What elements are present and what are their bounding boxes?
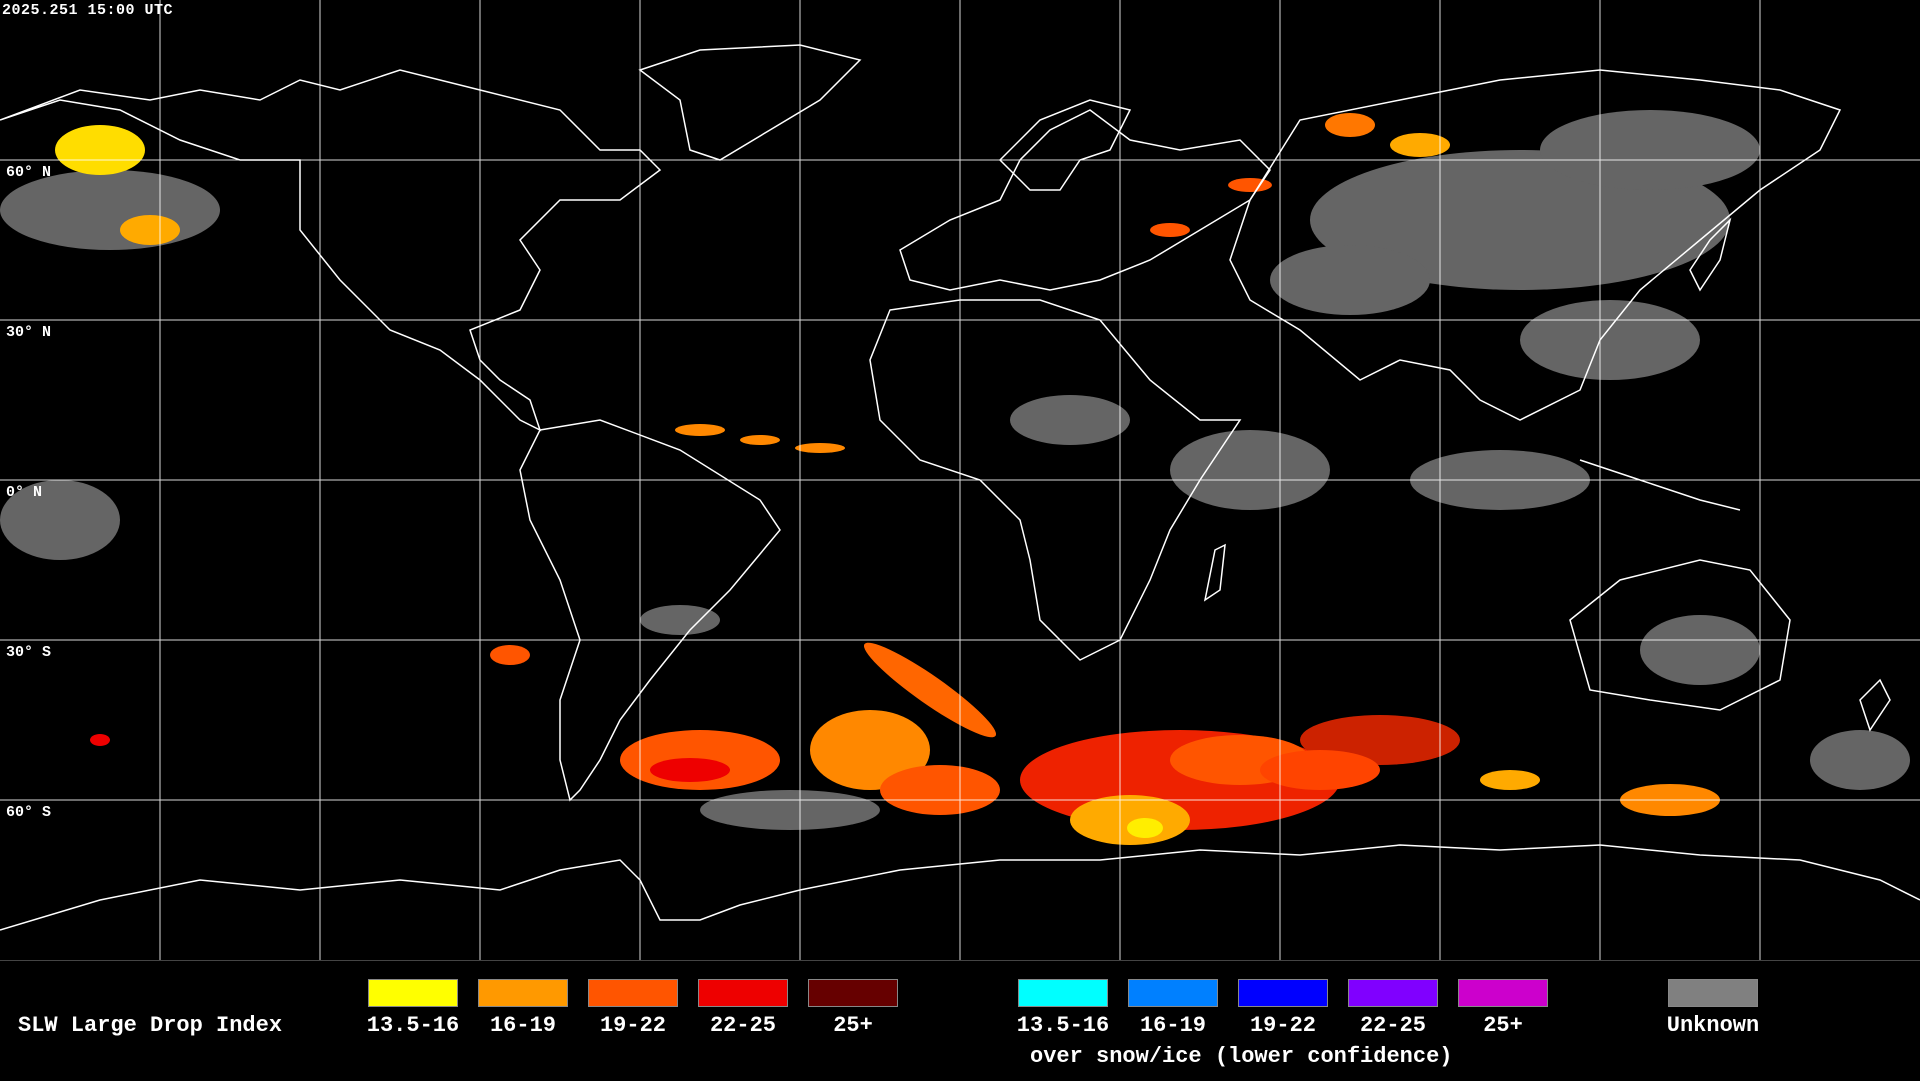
snow-ice-note: over snow/ice (lower confidence) bbox=[1030, 1044, 1453, 1069]
legend-label-main-1: 13.5-16 bbox=[366, 1013, 460, 1038]
legend-swatch-main-3 bbox=[588, 979, 678, 1007]
legend-label-snow-1: 13.5-16 bbox=[1016, 1013, 1110, 1038]
lat-label-0n: 0° N bbox=[6, 484, 43, 501]
legend-swatch-main-2 bbox=[478, 979, 568, 1007]
lat-label-60n: 60° N bbox=[6, 164, 52, 181]
legend-label-snow-4: 22-25 bbox=[1359, 1013, 1426, 1038]
legend-title: SLW Large Drop Index bbox=[18, 1013, 283, 1038]
lat-label-30s: 30° S bbox=[6, 644, 52, 661]
lat-label-60s: 60° S bbox=[6, 804, 52, 821]
legend-swatch-main-4 bbox=[698, 979, 788, 1007]
legend-swatch-snow-1 bbox=[1018, 979, 1108, 1007]
legend bbox=[0, 960, 1920, 1081]
lat-lon-grid bbox=[0, 0, 1920, 960]
legend-swatch-snow-5 bbox=[1458, 979, 1548, 1007]
legend-label-main-3: 19-22 bbox=[599, 1013, 666, 1038]
legend-label-main-5: 25+ bbox=[833, 1013, 873, 1038]
legend-swatch-unknown bbox=[1668, 979, 1758, 1007]
legend-label-snow-5: 25+ bbox=[1483, 1013, 1523, 1038]
legend-swatch-main-1 bbox=[368, 979, 458, 1007]
legend-label-unknown: Unknown bbox=[1666, 1013, 1760, 1038]
timestamp: 2025.251 15:00 UTC bbox=[2, 2, 174, 19]
legend-swatch-snow-3 bbox=[1238, 979, 1328, 1007]
legend-label-snow-3: 19-22 bbox=[1249, 1013, 1316, 1038]
legend-swatch-snow-4 bbox=[1348, 979, 1438, 1007]
legend-label-snow-2: 16-19 bbox=[1139, 1013, 1206, 1038]
world-map bbox=[0, 0, 1920, 960]
legend-label-main-2: 16-19 bbox=[489, 1013, 556, 1038]
legend-swatch-main-5 bbox=[808, 979, 898, 1007]
legend-label-main-4: 22-25 bbox=[709, 1013, 776, 1038]
legend-swatch-snow-2 bbox=[1128, 979, 1218, 1007]
lat-label-30n: 30° N bbox=[6, 324, 52, 341]
